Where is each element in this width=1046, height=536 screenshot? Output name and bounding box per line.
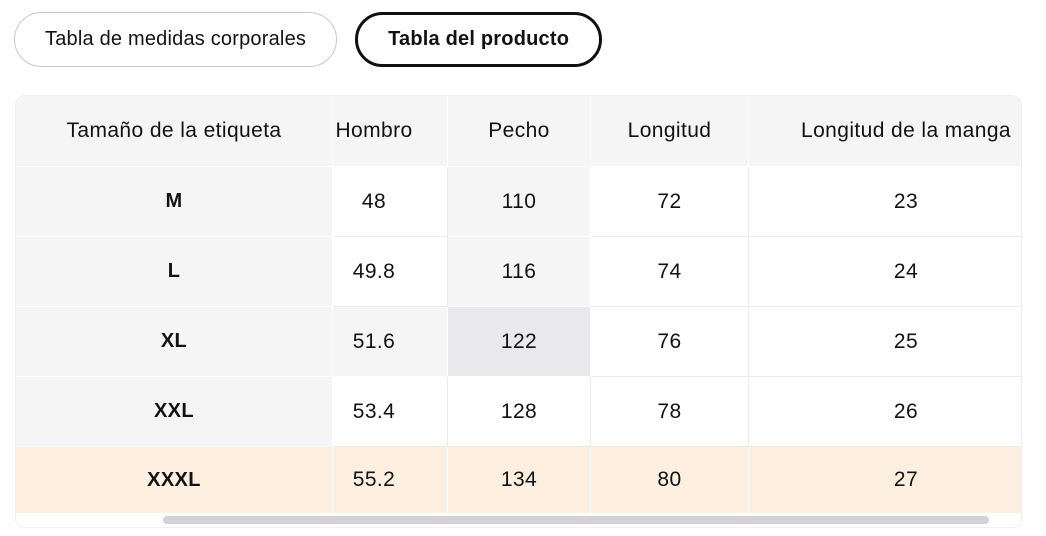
value-cell: 55.2 [333, 447, 448, 513]
table-row-xxl: 53.4 128 78 26 [333, 377, 1021, 447]
corner-header-cell: Tamaño de la etiqueta [16, 96, 333, 167]
value-cell: 134 [448, 447, 591, 513]
selected-size-row-label: XXXL [16, 447, 333, 513]
sticky-size-column: Tamaño de la etiqueta M L XL XXL XXXL [16, 96, 333, 513]
table-row-l: 49.8 116 74 24 [333, 237, 1021, 307]
value-cell-column-highlight: 116 [448, 237, 591, 307]
value-cell: 27 [749, 447, 1021, 513]
value-cell: 78 [591, 377, 749, 447]
value-cell: 23 [749, 167, 1021, 237]
table-row-xl: 51.6 122 76 25 [333, 307, 1021, 377]
size-label-cell: XL [16, 307, 333, 377]
value-cell-crosshair: 122 [448, 307, 591, 377]
value-cell: 49.8 [333, 237, 448, 307]
size-label-cell: XXXL [16, 447, 333, 513]
table-scroll-area[interactable]: Hombro Pecho Longitud Longitud de la man… [333, 96, 1021, 513]
header-cell-manga: Longitud de la manga [749, 96, 1021, 167]
value-cell: 26 [749, 377, 1021, 447]
header-cell-longitud: Longitud [591, 96, 749, 167]
horizontal-scrollbar-track [16, 513, 1021, 527]
size-chart-table: Tamaño de la etiqueta M L XL XXL XXXL Ho… [15, 95, 1022, 528]
value-cell: 76 [591, 307, 749, 377]
measurement-columns: Hombro Pecho Longitud Longitud de la man… [333, 96, 1021, 513]
value-cell: 74 [591, 237, 749, 307]
tab-body-measurements[interactable]: Tabla de medidas corporales [14, 12, 338, 67]
table-row-xxxl-selected: 55.2 134 80 27 [333, 447, 1021, 513]
size-chart-tabs: Tabla de medidas corporales Tabla del pr… [14, 12, 1046, 67]
size-label-cell: L [16, 237, 333, 307]
value-cell: 24 [749, 237, 1021, 307]
header-cell-pecho: Pecho [448, 96, 591, 167]
value-cell-column-highlight: 110 [448, 167, 591, 237]
tab-product-table[interactable]: Tabla del producto [355, 12, 603, 67]
value-cell: 128 [448, 377, 591, 447]
value-cell: 80 [591, 447, 749, 513]
size-label-cell: M [16, 167, 333, 237]
value-cell-row-highlight: 51.6 [333, 307, 448, 377]
value-cell: 25 [749, 307, 1021, 377]
horizontal-scrollbar-thumb[interactable] [163, 516, 989, 524]
header-cell-hombro: Hombro [333, 96, 448, 167]
table-row-m: 48 110 72 23 [333, 167, 1021, 237]
value-cell: 72 [591, 167, 749, 237]
header-row: Hombro Pecho Longitud Longitud de la man… [333, 96, 1021, 167]
size-label-cell: XXL [16, 377, 333, 447]
value-cell: 53.4 [333, 377, 448, 447]
value-cell: 48 [333, 167, 448, 237]
